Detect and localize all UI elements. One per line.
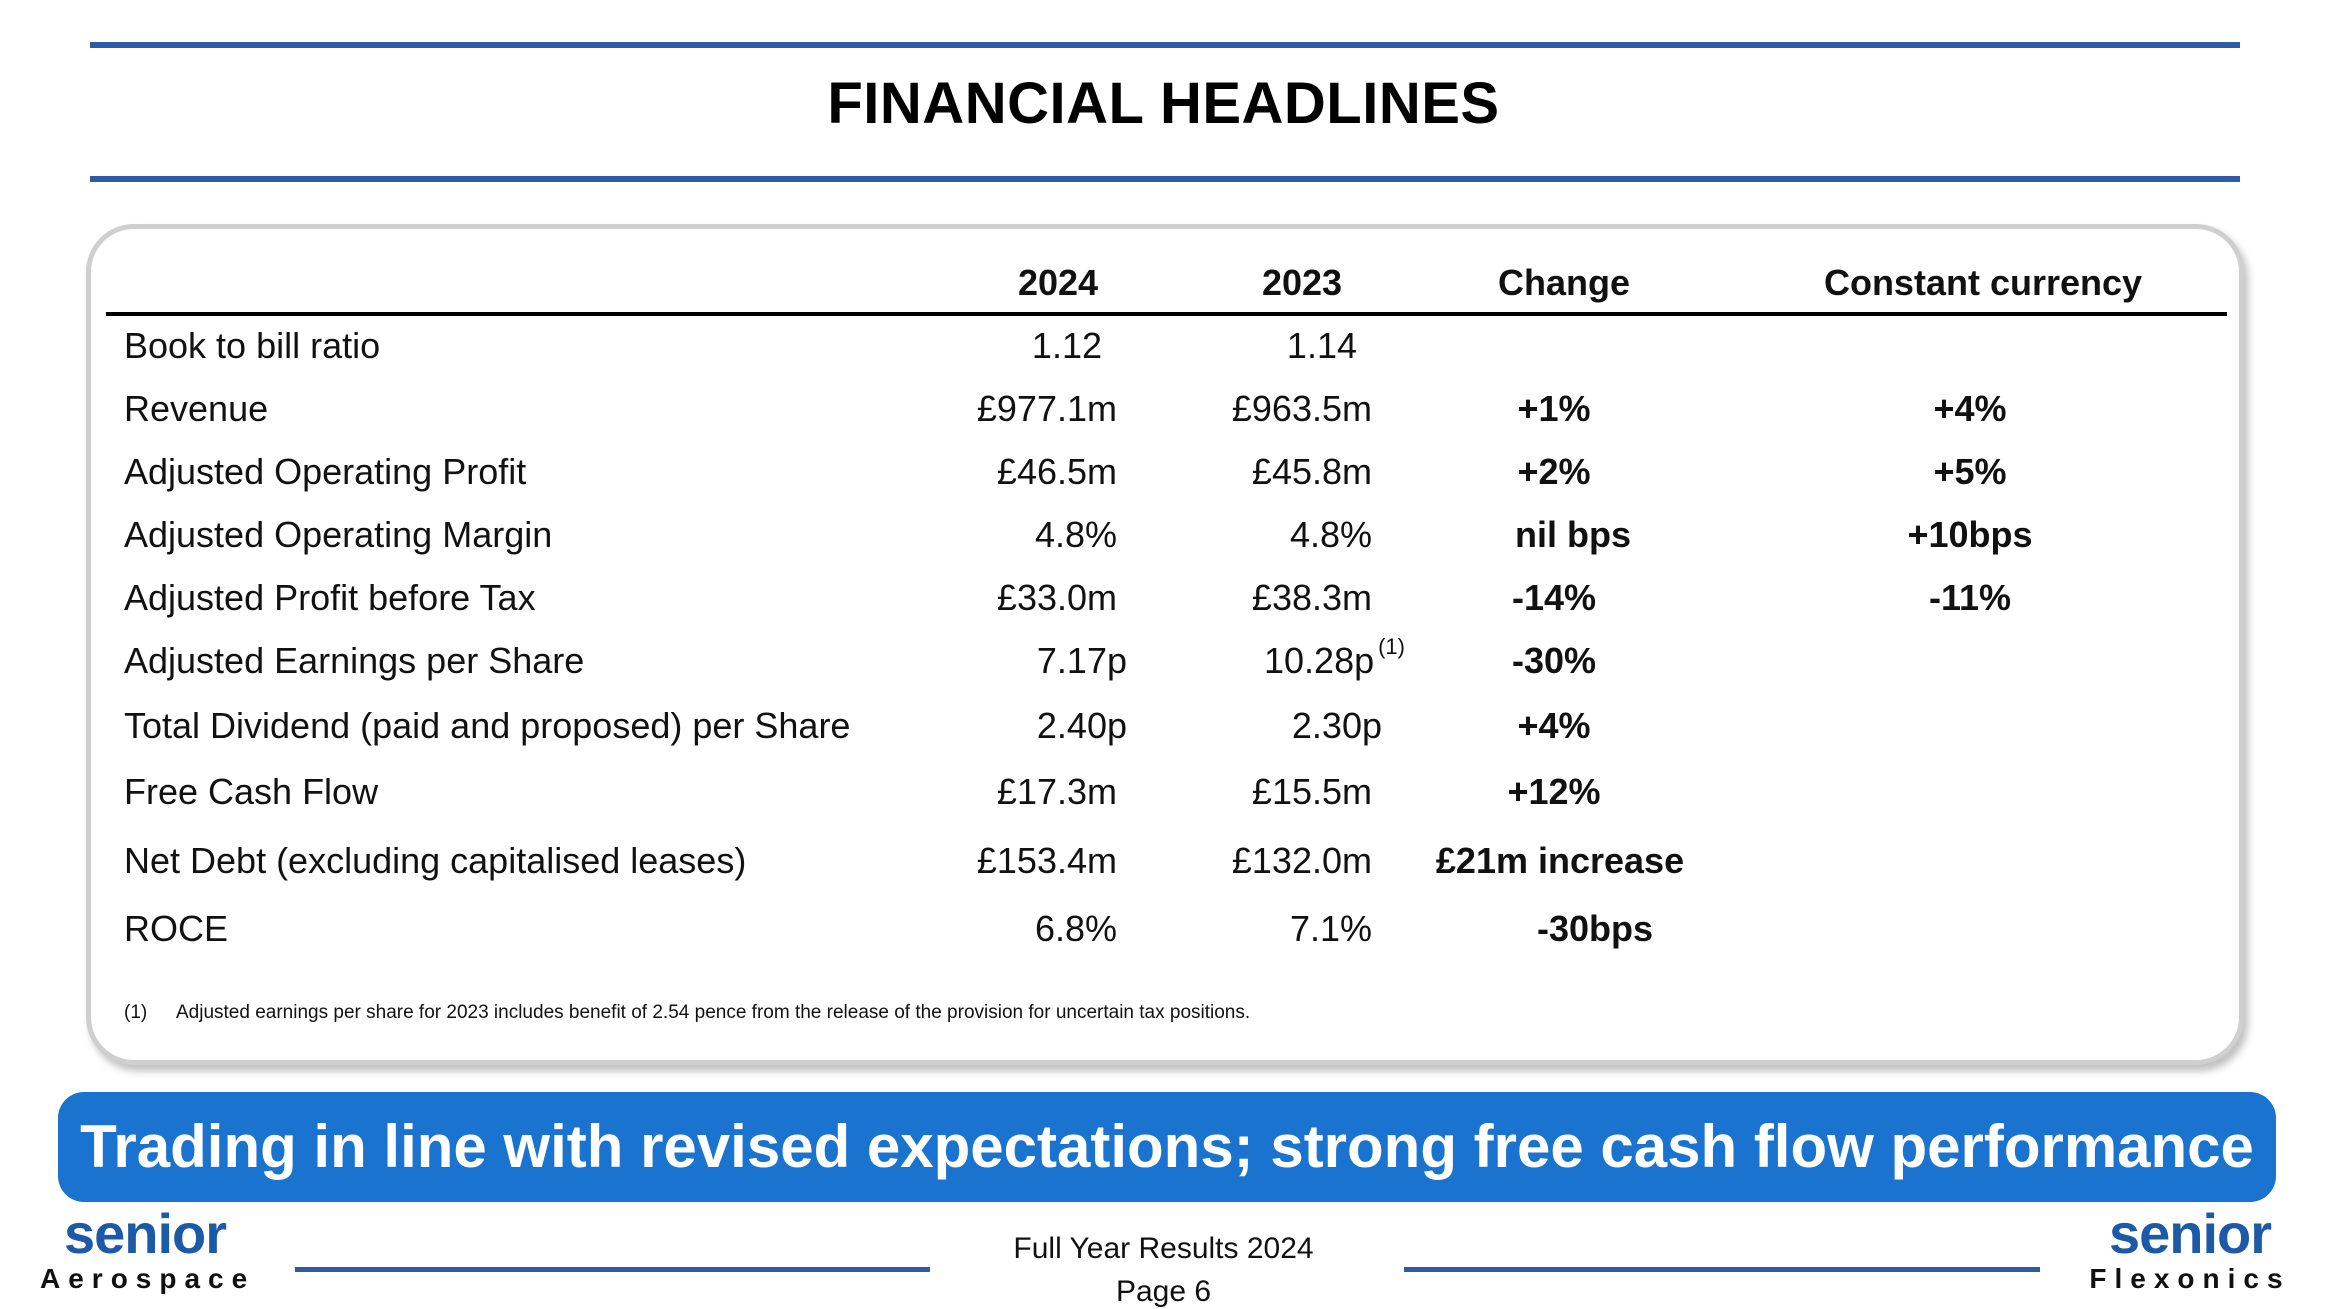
value-2023: 1.14 (1286, 325, 1357, 366)
value-change: nil bps (1515, 514, 1631, 555)
footer-event: Full Year Results 2024 (1013, 1232, 1314, 1265)
value-2024: £33.0m (996, 577, 1117, 618)
value-change: £21m increase (1435, 840, 1685, 881)
footnote-marker: (1) (1378, 634, 1405, 659)
table-row: Adjusted Earnings per Share 7.17p 10.28p… (0, 634, 2327, 690)
value-2024: £153.4m (976, 840, 1117, 881)
header-divider (106, 312, 2227, 316)
row-label: Adjusted Operating Profit (124, 451, 527, 492)
row-label: Net Debt (excluding capitalised leases) (124, 840, 747, 881)
column-header-2023: 2023 (1261, 262, 1343, 303)
senior-aerospace-logo: senior Aerospace (40, 1206, 250, 1296)
table-row: Revenue £977.1m £963.5m +1% +4% (0, 388, 2327, 438)
table-row: Adjusted Profit before Tax £33.0m £38.3m… (0, 577, 2327, 627)
value-change: -30% (1511, 640, 1597, 681)
value-2024: £46.5m (996, 451, 1117, 492)
logo-division: Aerospace (40, 1263, 256, 1294)
value-2023: 7.1% (1289, 908, 1372, 949)
row-label: Adjusted Earnings per Share (124, 640, 585, 681)
value-2024: 1.12 (1031, 325, 1102, 366)
value-2024: 6.8% (1034, 908, 1117, 949)
value-2023: £15.5m (1251, 771, 1372, 812)
value-change: -30bps (1536, 908, 1654, 949)
summary-banner: Trading in line with revised expectation… (58, 1092, 2276, 1202)
footer-page-number: Page 6 (1115, 1275, 1212, 1308)
value-change: +12% (1507, 771, 1601, 812)
row-label: Book to bill ratio (124, 325, 381, 366)
value-2024: 4.8% (1034, 514, 1117, 555)
value-constant-currency: +5% (1933, 451, 2007, 492)
footer-rule-right (1404, 1267, 2040, 1272)
value-change: +4% (1517, 705, 1591, 746)
logo-wordmark: senior (2108, 1202, 2272, 1265)
footnote: (1) Adjusted earnings per share for 2023 … (124, 1002, 1250, 1024)
senior-flexonics-logo: senior Flexonics (2085, 1206, 2295, 1296)
row-label: Total Dividend (paid and proposed) per S… (124, 705, 851, 746)
value-2024: £17.3m (996, 771, 1117, 812)
page-title: FINANCIAL HEADLINES (827, 71, 1500, 136)
title-underline-rule (90, 176, 2240, 182)
value-2023: 10.28p (1264, 640, 1375, 681)
row-label: Adjusted Operating Margin (124, 514, 553, 555)
column-header-constant-currency: Constant currency (1823, 262, 2143, 303)
value-change: +1% (1517, 388, 1591, 429)
column-header-2024: 2024 (1017, 262, 1099, 303)
value-change: +2% (1517, 451, 1591, 492)
value-2024: 7.17p (1036, 640, 1127, 681)
value-2024: £977.1m (976, 388, 1117, 429)
value-change: -14% (1511, 577, 1597, 618)
value-constant-currency: +10bps (1907, 514, 2033, 555)
footnote-text: Adjusted earnings per share for 2023 inc… (176, 1002, 1251, 1023)
table-row: Total Dividend (paid and proposed) per S… (0, 705, 2327, 755)
table-row: Net Debt (excluding capitalised leases) … (0, 840, 2327, 890)
value-2023: 2.30p (1291, 705, 1382, 746)
top-rule (90, 42, 2240, 48)
table-row: Free Cash Flow £17.3m £15.5m +12% (0, 771, 2327, 821)
table-row: Adjusted Operating Profit £46.5m £45.8m … (0, 451, 2327, 501)
value-2023: £45.8m (1251, 451, 1372, 492)
value-2023: £132.0m (1231, 840, 1372, 881)
footer-rule-left (295, 1267, 930, 1272)
logo-division: Flexonics (2089, 1263, 2291, 1294)
row-label: Free Cash Flow (124, 771, 379, 812)
table-row: Book to bill ratio 1.12 1.14 (0, 325, 2327, 375)
value-2023-cell: 10.28p (1) (1264, 634, 1405, 682)
row-label: Adjusted Profit before Tax (124, 577, 536, 618)
row-label: ROCE (124, 908, 229, 949)
value-2023: £963.5m (1231, 388, 1372, 429)
table-row: Adjusted Operating Margin 4.8% 4.8% nil … (0, 514, 2327, 564)
table-row: ROCE 6.8% 7.1% -30bps (0, 908, 2327, 958)
value-constant-currency: +4% (1933, 388, 2007, 429)
value-constant-currency: -11% (1928, 577, 2012, 618)
table-card (86, 224, 2244, 1065)
row-label: Revenue (124, 388, 269, 429)
logo-wordmark: senior (63, 1202, 227, 1265)
value-2024: 2.40p (1036, 705, 1127, 746)
value-2023: £38.3m (1251, 577, 1372, 618)
value-2023: 4.8% (1289, 514, 1372, 555)
footnote-number: (1) (124, 1002, 148, 1023)
column-header-change: Change (1497, 262, 1630, 303)
